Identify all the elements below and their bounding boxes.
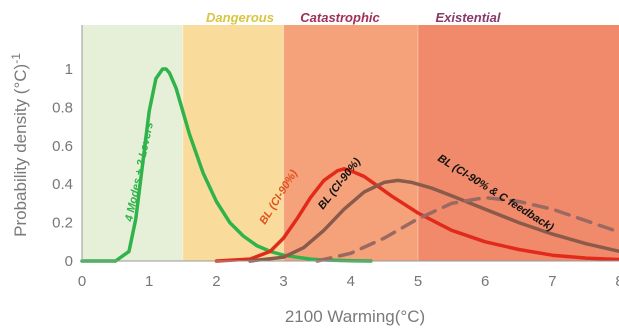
series-line-2	[248, 178, 619, 263]
zone-band-1	[182, 25, 284, 261]
zone-backgrounds	[82, 25, 619, 261]
y-tick-label: 0.6	[52, 138, 73, 155]
x-tick-label: 7	[548, 273, 556, 290]
x-tick-label: 2	[212, 273, 220, 290]
tick-labels: 0 1 2 3 4 5 6 7 8 0 0.2 0.4 0.6 0.8 1	[52, 61, 619, 290]
axes	[81, 25, 619, 262]
series-line-0	[80, 67, 373, 263]
y-tick-label: 1	[65, 61, 73, 78]
x-tick-label: 4	[347, 273, 355, 290]
zone-labels: Dangerous Catastrophic Existential	[206, 10, 501, 25]
zone-label-catastrophic: Catastrophic	[300, 10, 380, 25]
y-tick-label: 0.8	[52, 99, 73, 116]
series-line-1	[214, 167, 619, 263]
x-tick-label: 8	[615, 273, 619, 290]
series-line-3	[315, 195, 619, 263]
series-lines	[80, 67, 619, 263]
x-tick-label: 6	[481, 273, 489, 290]
y-axis-title-exponent: -1	[9, 53, 23, 64]
x-tick-label: 3	[279, 273, 287, 290]
zone-band-0	[82, 25, 183, 261]
zone-band-2	[283, 25, 418, 261]
zone-label-existential: Existential	[435, 10, 500, 25]
x-axis-title: 2100 Warming(°C)	[285, 307, 425, 326]
y-tick-label: 0	[65, 253, 73, 270]
y-axis-title: Probability density (°C)-1	[9, 53, 30, 237]
y-tick-label: 0.4	[52, 176, 73, 193]
y-tick-label: 0.2	[52, 215, 73, 232]
zone-band-3	[418, 25, 619, 261]
x-tick-label: 5	[414, 273, 422, 290]
x-tick-label: 1	[145, 273, 153, 290]
x-tick-label: 0	[78, 273, 86, 290]
zone-label-dangerous: Dangerous	[206, 10, 274, 25]
